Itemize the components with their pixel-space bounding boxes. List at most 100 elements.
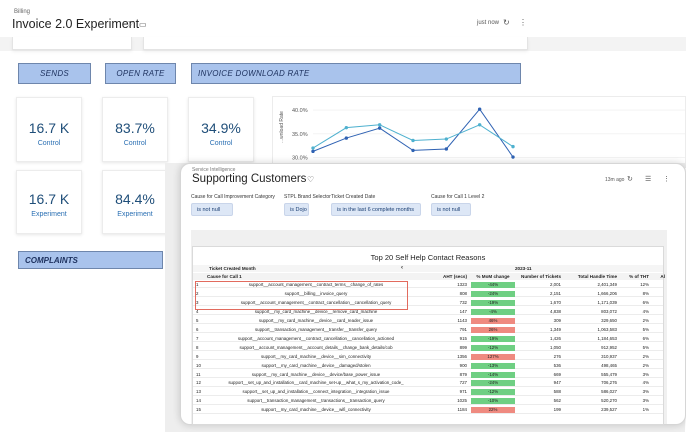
series-1-point[interactable] (477, 123, 482, 127)
series-0-point[interactable] (511, 155, 515, 159)
table-row[interactable]: 7 support__account_management__contract_c… (193, 335, 663, 342)
row-mom-change: -10% (471, 398, 515, 405)
refresh-icon[interactable]: ↻ (627, 176, 633, 183)
filter-icon[interactable]: ☰ (645, 176, 652, 183)
filter-chip[interactable]: is not null (431, 203, 471, 216)
row-number: 12 (196, 380, 201, 386)
table-row[interactable]: 9 support__my_card_machine__device__sim_c… (193, 353, 663, 360)
table-row[interactable]: 13 support__set_up_and_installation__conn… (193, 388, 663, 396)
breadcrumb[interactable]: Billing (14, 9, 31, 15)
table-row[interactable]: 2 support__billing__invoice_query 808 -24% 2… (193, 290, 663, 298)
row-cause: support__account_management__contract_te… (248, 282, 384, 287)
supporting-title: Supporting Customers (192, 173, 307, 185)
row-aht: 1143 (457, 317, 467, 323)
series-0-point[interactable] (344, 136, 349, 140)
filter-chip[interactable]: is in the last 6 complete months (331, 203, 421, 216)
folder-icon[interactable]: ▭ (139, 20, 147, 29)
row-mom-change: 26% (471, 326, 515, 333)
row-cause: support__my_card_machine__device__card_r… (258, 317, 374, 323)
more-vertical-icon[interactable]: ⋮ (519, 18, 527, 27)
download-rate-chart: ...wnload Rate 40.0% 35.0% 30.0% (272, 96, 686, 168)
row-number: 2 (196, 290, 199, 296)
table-row[interactable]: 8 support__account_management__account_de… (193, 344, 663, 351)
table-row[interactable]: 12 support__set_up_and_installation__card… (193, 379, 663, 387)
series-0-point[interactable] (444, 147, 449, 151)
row-mom-change: -24% (471, 290, 515, 297)
series-0-point[interactable] (477, 107, 482, 111)
series-0-point[interactable] (377, 126, 382, 130)
more-vertical-icon[interactable]: ⋮ (663, 176, 670, 183)
row-cause: support__my_card_machine__device__damage… (261, 362, 371, 368)
series-1-point[interactable] (377, 123, 382, 127)
row-handle-time: 498,465 (601, 362, 617, 368)
row-aht: 879 (459, 371, 467, 377)
row-number: 7 (196, 335, 199, 341)
row-pct-tht: 12% (640, 282, 649, 287)
series-1-point[interactable] (444, 137, 449, 141)
table-group-header: Ticket Created Month ‹ 2023-11 (193, 265, 663, 272)
col-extra[interactable]: Al (660, 274, 665, 279)
row-handle-time: 239,527 (601, 407, 617, 413)
filter-cause-category: Cause for Call Improvement Category is n… (191, 194, 275, 216)
table-row[interactable]: 15 support__my_card_machine__device__wifi… (193, 406, 663, 414)
y-axis-label: ...wnload Rate (279, 111, 285, 143)
row-number: 15 (196, 407, 201, 413)
chevron-left-icon[interactable]: ‹ (401, 265, 403, 271)
series-1-point[interactable] (344, 125, 349, 130)
table-row[interactable]: 11 support__my_card_machine__device__devi… (193, 371, 663, 378)
filter-ticket-created-date: Ticket Created Date is in the last 6 com… (331, 194, 421, 216)
row-pct-tht: 2% (642, 317, 649, 323)
table-row[interactable]: 3 support__account_management__contract_c… (193, 299, 663, 307)
line-chart: ...wnload Rate 40.0% 35.0% 30.0% (279, 107, 686, 162)
row-tickets: 1,670 (550, 299, 561, 305)
row-aht: 971 (459, 389, 467, 395)
section-breadcrumb[interactable]: Service Intelligence (192, 167, 236, 173)
table-row[interactable]: 6 support__transaction_management__transf… (193, 326, 663, 334)
series-0-point[interactable] (411, 148, 415, 153)
heart-icon[interactable]: ♡ (126, 20, 134, 29)
row-number: 4 (196, 308, 199, 314)
row-tickets: 309 (553, 317, 561, 323)
col-handle-time[interactable]: Total Handle Time (577, 274, 617, 279)
col-tickets[interactable]: Number of Tickets (521, 274, 561, 279)
filter-chip[interactable]: is Dojo (284, 203, 309, 216)
row-aht: 808 (459, 290, 467, 296)
kpi-value: 84.4% (115, 191, 155, 207)
kpi-tile: 16.7 K Control (16, 97, 82, 162)
row-pct-tht: 4% (642, 308, 649, 314)
row-aht: 732 (459, 299, 467, 305)
col-mom[interactable]: % MoM change (476, 274, 510, 279)
table-row[interactable]: 14 support__transaction_management__trans… (193, 397, 663, 405)
row-mom-change: -19% (471, 335, 515, 342)
row-mom-change: -4% (471, 308, 515, 315)
row-number: 11 (196, 371, 201, 377)
row-handle-time: 329,650 (601, 317, 617, 323)
row-aht: 915 (459, 335, 467, 341)
table-row[interactable]: 4 support__my_card_machine__device__remov… (193, 308, 663, 316)
row-handle-time: 1,171,039 (597, 299, 617, 305)
refresh-icon[interactable]: ↻ (503, 18, 510, 27)
row-pct-tht: 3% (642, 371, 649, 377)
col-cause[interactable]: Cause for Call 1 (207, 274, 242, 279)
series-0-point[interactable] (311, 149, 315, 154)
series-1-point[interactable] (511, 144, 515, 149)
row-number: 9 (196, 353, 199, 359)
kpi-label: Experiment (117, 211, 153, 218)
row-pct-tht: 8% (642, 290, 649, 296)
col-pct-tht[interactable]: % of THT (629, 274, 649, 279)
table-row[interactable]: 1 support__account_management__contract_t… (193, 281, 663, 289)
series-1-point[interactable] (411, 138, 415, 143)
series-1-point[interactable] (311, 146, 315, 150)
row-pct-tht: 3% (642, 398, 649, 404)
row-tickets: 2,151 (550, 290, 561, 296)
table-row[interactable]: 5 support__my_card_machine__device__card_… (193, 317, 663, 325)
filter-chip[interactable]: is not null (191, 203, 233, 216)
row-pct-tht: 4% (642, 380, 649, 386)
row-aht: 899 (459, 344, 467, 350)
table-row[interactable]: 10 support__my_card_machine__device__dama… (193, 362, 663, 369)
col-aht[interactable]: AHT (secs) (443, 274, 467, 279)
kpi-tile: 83.7% Control (102, 97, 168, 162)
open-rate-header: OPEN RATE (105, 63, 176, 84)
heart-icon[interactable]: ♡ (307, 175, 315, 184)
